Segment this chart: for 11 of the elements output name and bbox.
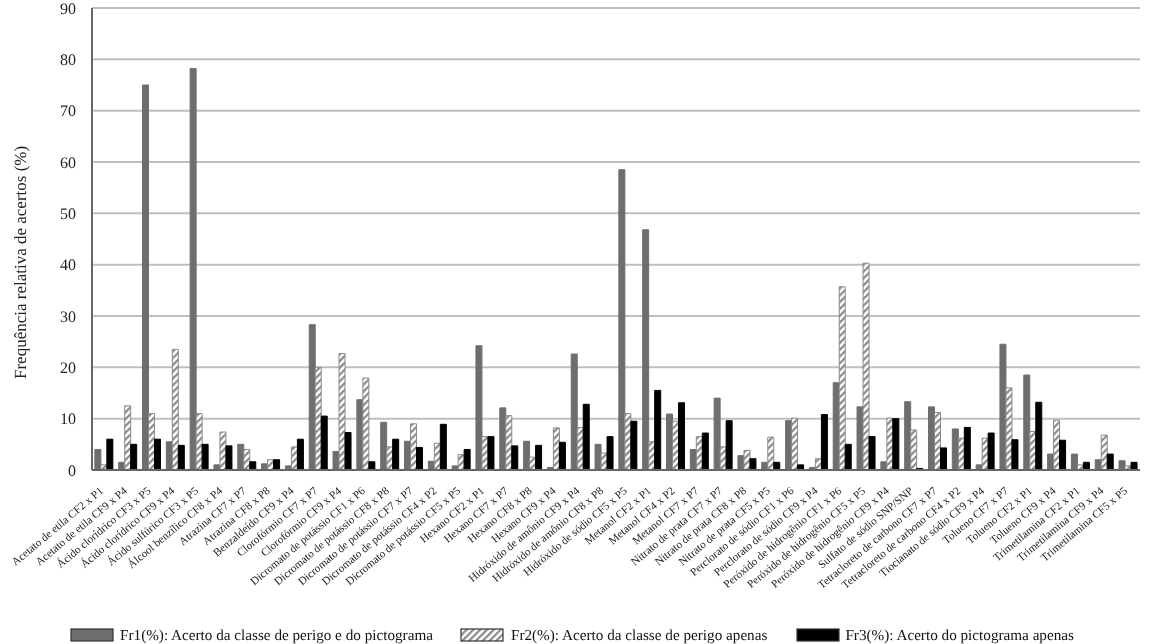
y-tick-label: 70 xyxy=(60,102,76,121)
y-axis-title: Frequência relativa de acertos (%) xyxy=(10,145,31,379)
y-tick-label: 60 xyxy=(60,153,76,172)
y-tick-label: 30 xyxy=(60,307,76,326)
y-tick-label: 40 xyxy=(60,256,76,275)
y-tick-label: 20 xyxy=(60,359,76,378)
y-tick-label: 0 xyxy=(68,461,76,480)
y-tick-label: 10 xyxy=(60,410,76,429)
y-tick-label: 80 xyxy=(60,51,76,70)
y-tick-label: 50 xyxy=(60,205,76,224)
y-tick-label: 90 xyxy=(60,0,76,18)
